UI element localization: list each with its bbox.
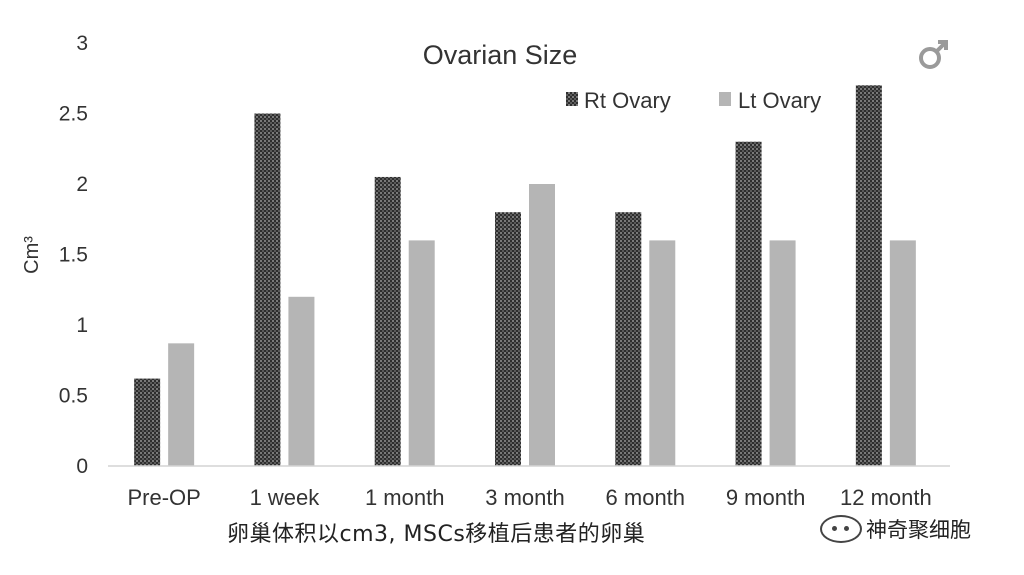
bar-lt-ovary bbox=[889, 240, 916, 466]
chart: Ovarian Size Cm³ 0 0.5 1 1.5 2 2.5 3 Pre-OP 1 w… bbox=[21, 32, 950, 510]
bars bbox=[134, 85, 916, 467]
bar-rt-ovary bbox=[374, 176, 401, 466]
chart-title: Ovarian Size bbox=[423, 40, 578, 70]
x-axis: Pre-OP 1 week 1 month 3 month 6 month 9 month… bbox=[127, 485, 931, 510]
legend-label: Rt Ovary bbox=[584, 88, 671, 113]
male-symbol-icon bbox=[919, 40, 948, 69]
y-axis: 0 0.5 1 1.5 2 2.5 3 bbox=[59, 32, 88, 478]
x-tick-label: 1 week bbox=[250, 485, 321, 510]
x-tick-label: Pre-OP bbox=[127, 485, 200, 510]
x-tick-label: 12 month bbox=[840, 485, 932, 510]
bar-rt-ovary bbox=[855, 85, 882, 467]
legend-swatch bbox=[719, 92, 731, 106]
bar-lt-ovary bbox=[769, 240, 796, 466]
y-tick-label: 2.5 bbox=[59, 103, 88, 126]
bar-lt-ovary bbox=[529, 184, 555, 466]
bar-rt-ovary bbox=[254, 113, 281, 466]
y-tick-label: 0.5 bbox=[59, 385, 88, 408]
y-tick-label: 2 bbox=[76, 173, 88, 196]
legend-swatch bbox=[566, 92, 578, 106]
bar-rt-ovary bbox=[615, 212, 642, 466]
bar-lt-ovary bbox=[408, 240, 435, 466]
x-tick-label: 6 month bbox=[606, 485, 686, 510]
y-tick-label: 0 bbox=[76, 455, 88, 478]
legend-label: Lt Ovary bbox=[738, 88, 821, 113]
x-tick-label: 1 month bbox=[365, 485, 445, 510]
bar-rt-ovary bbox=[495, 212, 521, 466]
watermark-text: 神奇聚细胞 bbox=[866, 518, 971, 542]
y-tick-label: 1 bbox=[76, 314, 88, 337]
legend: Rt Ovary Lt Ovary bbox=[566, 88, 821, 113]
y-tick-label: 3 bbox=[76, 32, 88, 55]
bar-rt-ovary bbox=[735, 141, 762, 466]
caption: 卵巢体积以cm3, MSCs移植后患者的卵巢 bbox=[227, 522, 646, 547]
y-tick-label: 1.5 bbox=[59, 244, 88, 267]
bar-rt-ovary bbox=[134, 378, 161, 466]
y-axis-label: Cm³ bbox=[21, 236, 43, 274]
x-tick-label: 9 month bbox=[726, 485, 806, 510]
bar-lt-ovary bbox=[168, 343, 195, 466]
watermark: 神奇聚细胞 bbox=[820, 514, 971, 544]
bar-lt-ovary bbox=[649, 240, 676, 466]
wechat-icon bbox=[820, 515, 862, 543]
x-tick-label: 3 month bbox=[485, 485, 565, 510]
bar-lt-ovary bbox=[288, 296, 315, 466]
